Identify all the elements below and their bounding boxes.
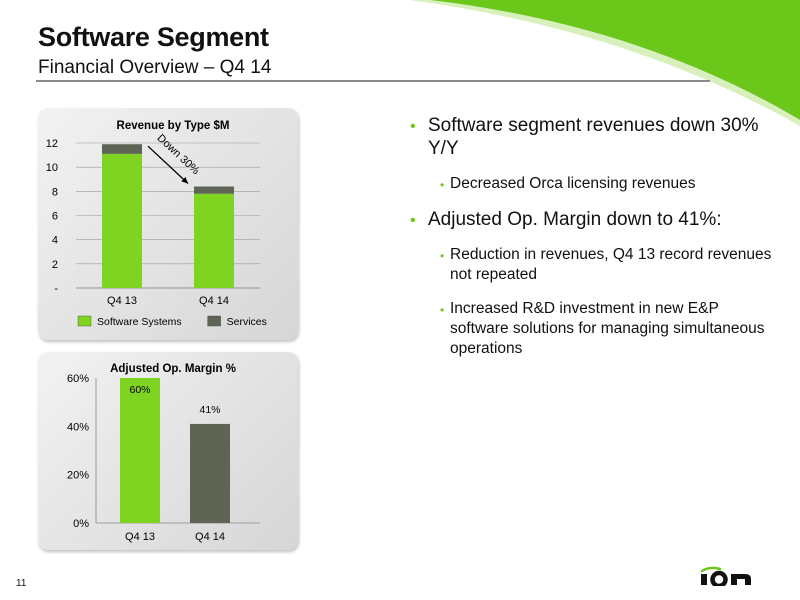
bullet-text: Adjusted Op. Margin down to 41%: — [428, 209, 722, 230]
sub-bullet-item: • Decreased Orca licensing revenues — [440, 174, 780, 194]
y-tick-label: 0% — [73, 518, 89, 530]
bullet-text: Software segment revenues down 30% Y/Y — [428, 115, 759, 159]
op-margin-chart: Adjusted Op. Margin % 0% 20% 40% 60% 60% Q4 1… — [67, 363, 260, 543]
y-tick-label: 20% — [67, 470, 89, 482]
bullet-dot-icon: • — [440, 249, 445, 263]
y-tick-label: 10 — [46, 162, 58, 174]
chart-title: Revenue by Type $M — [117, 120, 230, 132]
annotation-label: Down 30% — [154, 132, 201, 177]
op-margin-chart-panel: Adjusted Op. Margin % 0% 20% 40% 60% 60% Q4 1… — [38, 352, 298, 550]
bar-software-systems — [194, 193, 234, 288]
sub-bullet-item: • Reduction in revenues, Q4 13 record re… — [440, 245, 780, 285]
bullet-dot-icon: • — [410, 118, 416, 135]
x-tick-label: Q4 13 — [107, 295, 137, 307]
data-label: 60% — [129, 384, 150, 396]
bullet-dot-icon: • — [410, 212, 416, 229]
data-label: 41% — [199, 404, 220, 416]
annotation-arrow — [147, 145, 189, 184]
legend-label: Services — [227, 316, 267, 328]
annotation-arrowhead — [181, 176, 188, 184]
x-tick-label: Q4 14 — [195, 531, 225, 543]
y-tick-label: 60% — [67, 373, 89, 385]
bar-services — [194, 186, 234, 194]
legend-swatch — [77, 315, 92, 327]
revenue-chart-panel: Revenue by Type $M - 2 4 6 8 10 12 Q4 13 Q4 14 Do… — [38, 108, 298, 340]
bullet-item: • Software segment revenues down 30% Y/Y — [410, 114, 780, 160]
chart-title: Adjusted Op. Margin % — [110, 363, 236, 375]
sub-bullet-item: • Increased R&D investment in new E&P so… — [440, 299, 780, 359]
bullet-list: • Software segment revenues down 30% Y/Y… — [410, 114, 780, 373]
legend-label: Software Systems — [97, 316, 182, 328]
slide-title: Software Segment — [38, 22, 269, 52]
bullet-text: Increased R&D investment in new E&P soft… — [450, 300, 765, 357]
bullet-dot-icon: • — [440, 303, 445, 317]
x-tick-label: Q4 14 — [199, 295, 229, 307]
header-green-swoosh — [410, 0, 800, 126]
y-tick-label: - — [54, 283, 58, 295]
y-tick-label: 4 — [52, 235, 58, 247]
bar-op-margin — [190, 423, 230, 523]
y-tick-label: 12 — [46, 138, 58, 150]
bullet-item: • Adjusted Op. Margin down to 41%: — [410, 208, 780, 231]
bullet-dot-icon: • — [440, 178, 445, 192]
title-divider — [36, 80, 710, 82]
y-tick-label: 8 — [52, 186, 58, 198]
page-number: 11 — [16, 578, 27, 589]
revenue-chart: Revenue by Type $M - 2 4 6 8 10 12 Q4 13 Q4 14 Do… — [46, 120, 267, 328]
slide-subtitle: Financial Overview – Q4 14 — [38, 57, 272, 78]
y-tick-label: 2 — [52, 259, 58, 271]
ion-logo — [700, 566, 751, 586]
bar-services — [102, 144, 142, 154]
bar-op-margin — [120, 378, 160, 523]
bullet-text: Reduction in revenues, Q4 13 record reve… — [450, 246, 772, 283]
x-tick-label: Q4 13 — [125, 531, 155, 543]
bullet-text: Decreased Orca licensing revenues — [450, 175, 696, 192]
y-tick-label: 6 — [52, 211, 58, 223]
y-tick-label: 40% — [67, 421, 89, 433]
bar-software-systems — [102, 153, 142, 288]
legend-swatch — [207, 315, 221, 327]
